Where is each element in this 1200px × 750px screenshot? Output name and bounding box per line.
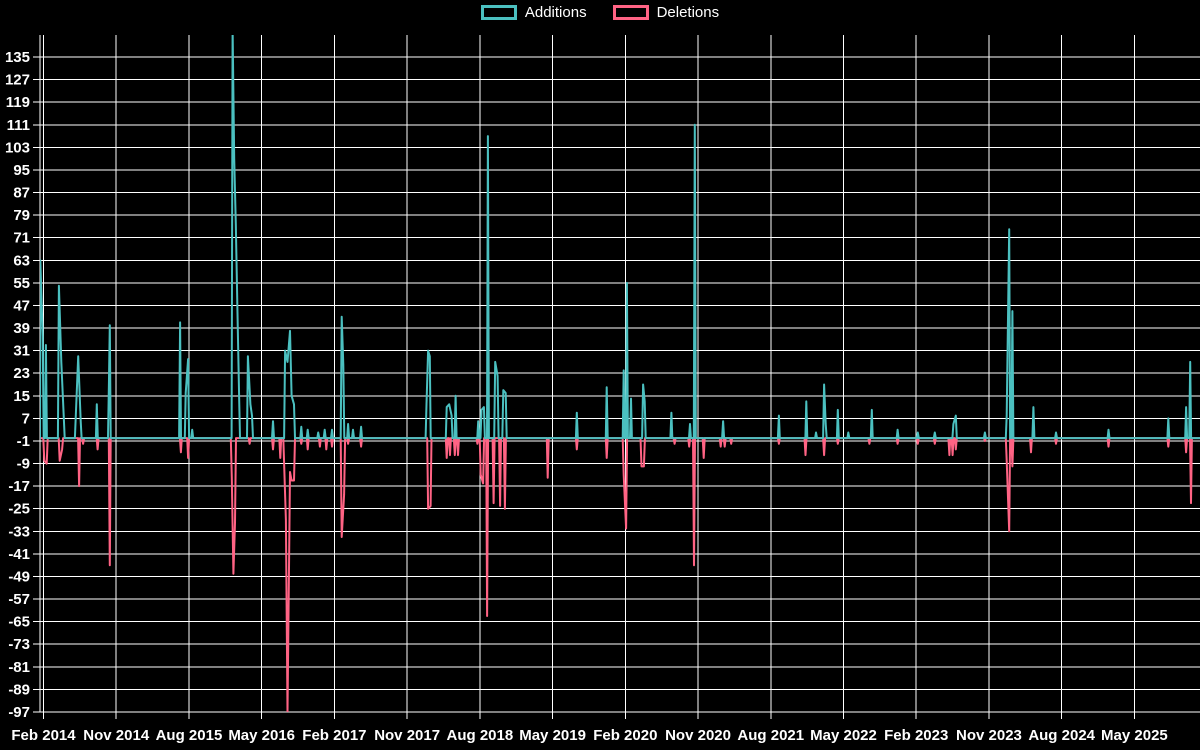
- x-tick-label: Feb 2023: [884, 727, 948, 744]
- y-tick-label: -97: [8, 704, 30, 721]
- y-tick-label: -9: [17, 456, 30, 473]
- y-tick-label: 103: [5, 139, 30, 156]
- y-tick-label: 87: [13, 185, 30, 202]
- y-tick-label: 79: [13, 207, 30, 224]
- y-tick-label: 7: [22, 410, 30, 427]
- x-tick-label: Aug 2024: [1028, 727, 1095, 744]
- x-tick-label: Feb 2014: [11, 727, 76, 744]
- additions-swatch-icon: [480, 5, 517, 20]
- x-tick-label: May 2016: [228, 727, 295, 744]
- y-tick-label: 23: [13, 365, 30, 382]
- y-tick-label: 95: [13, 162, 30, 179]
- legend-item-deletions[interactable]: Deletions: [612, 4, 720, 21]
- y-tick-label: 127: [5, 72, 30, 89]
- x-tick-label: Aug 2018: [447, 727, 514, 744]
- x-tick-label: Nov 2020: [665, 727, 731, 744]
- x-tick-label: Nov 2023: [956, 727, 1022, 744]
- y-tick-label: 55: [13, 275, 30, 292]
- legend-label-additions: Additions: [524, 4, 587, 21]
- y-tick-label: -33: [8, 523, 30, 540]
- x-tick-label: May 2019: [519, 727, 586, 744]
- legend-label-deletions: Deletions: [656, 4, 720, 21]
- y-tick-label: -89: [8, 681, 30, 698]
- y-tick-label: -25: [8, 501, 30, 518]
- x-tick-label: Feb 2020: [593, 727, 657, 744]
- y-tick-label: -49: [8, 568, 30, 585]
- y-tick-label: 111: [7, 117, 30, 134]
- y-tick-label: -81: [8, 659, 30, 676]
- deletions-swatch-icon: [612, 5, 649, 20]
- y-tick-label: -17: [8, 478, 30, 495]
- y-tick-label: 31: [13, 343, 30, 360]
- x-tick-label: Aug 2015: [156, 727, 223, 744]
- y-tick-label: 63: [13, 252, 30, 269]
- y-tick-label: 15: [13, 388, 30, 405]
- y-tick-label: 47: [13, 297, 30, 314]
- y-tick-label: -57: [8, 591, 30, 608]
- x-tick-label: May 2022: [810, 727, 877, 744]
- series-line-deletions: [40, 437, 1200, 712]
- y-tick-label: -41: [8, 546, 30, 563]
- y-tick-label: 71: [13, 230, 30, 247]
- x-tick-label: May 2025: [1101, 727, 1168, 744]
- legend-item-additions[interactable]: Additions: [480, 4, 587, 21]
- x-tick-label: Aug 2021: [737, 727, 804, 744]
- y-tick-label: -65: [8, 614, 30, 631]
- y-tick-label: -1: [17, 433, 30, 450]
- y-tick-label: 135: [5, 49, 30, 66]
- x-tick-label: Feb 2017: [302, 727, 366, 744]
- x-tick-label: Nov 2014: [83, 727, 150, 744]
- x-tick-label: Nov 2017: [374, 727, 440, 744]
- chart-legend: Additions Deletions: [0, 5, 1200, 20]
- y-tick-label: 119: [6, 94, 30, 111]
- series-line-additions: [40, 35, 1200, 440]
- y-tick-label: -73: [8, 636, 30, 653]
- y-tick-label: 39: [13, 320, 30, 337]
